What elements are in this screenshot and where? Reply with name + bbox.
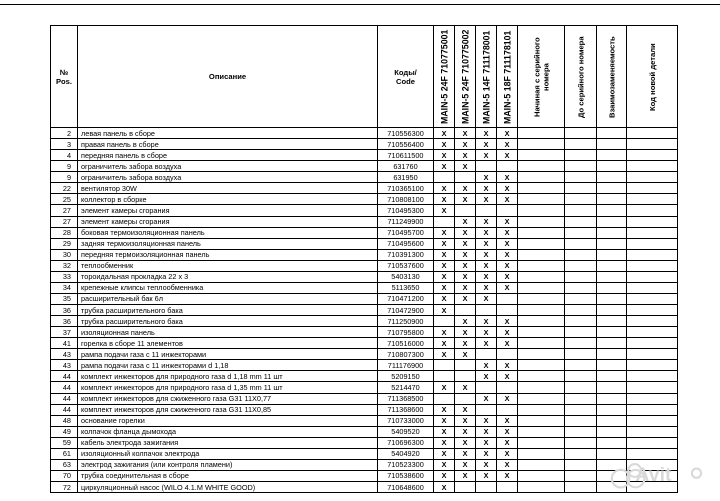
svg-text:Avit: Avit: [635, 464, 672, 486]
